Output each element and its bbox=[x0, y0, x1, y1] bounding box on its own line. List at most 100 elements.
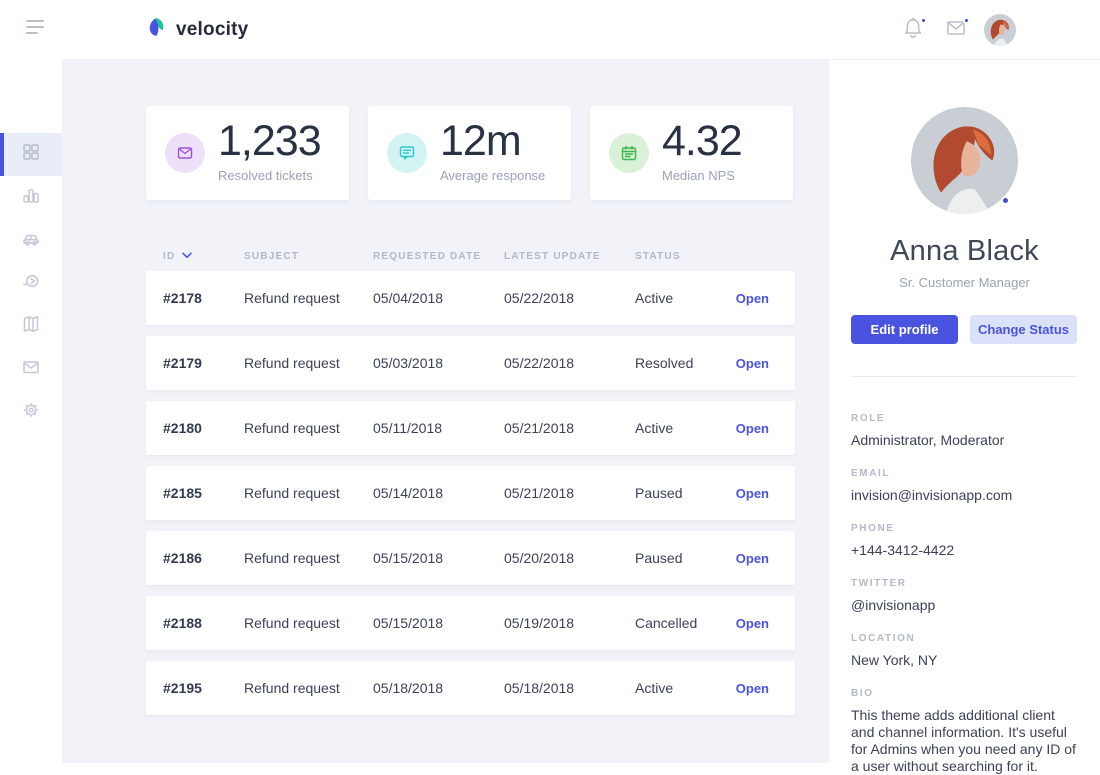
detail-location: LOCATION New York, NY bbox=[851, 633, 938, 668]
detail-role: ROLE Administrator, Moderator bbox=[851, 413, 1005, 448]
column-header-requested-date[interactable]: REQUESTED DATE bbox=[373, 250, 482, 262]
ticket-subject: Refund request bbox=[244, 290, 340, 306]
table-row: #2188 Refund request 05/15/2018 05/19/20… bbox=[146, 596, 795, 650]
ticket-subject: Refund request bbox=[244, 420, 340, 436]
messages-button[interactable] bbox=[941, 15, 971, 45]
stat-label: Resolved tickets bbox=[218, 168, 313, 183]
table-row: #2180 Refund request 05/11/2018 05/21/20… bbox=[146, 401, 795, 455]
profile-title: Sr. Customer Manager bbox=[899, 275, 1030, 290]
brand-name: velocity bbox=[176, 18, 249, 40]
ticket-status: Resolved bbox=[635, 355, 694, 371]
ticket-latest-update: 05/21/2018 bbox=[504, 485, 575, 501]
gear-icon bbox=[21, 400, 41, 425]
envelope-icon bbox=[21, 357, 41, 382]
app-header: velocity bbox=[0, 0, 1100, 60]
ticket-requested-date: 05/14/2018 bbox=[373, 485, 444, 501]
open-ticket-link[interactable]: Open bbox=[735, 355, 769, 371]
ticket-latest-update: 05/22/2018 bbox=[504, 355, 575, 371]
ticket-subject: Refund request bbox=[244, 680, 340, 696]
compass-icon bbox=[21, 271, 41, 296]
ticket-status: Cancelled bbox=[635, 615, 698, 631]
ticket-latest-update: 05/21/2018 bbox=[504, 420, 575, 436]
column-header-subject[interactable]: SUBJECT bbox=[244, 250, 300, 262]
open-ticket-link[interactable]: Open bbox=[735, 420, 769, 436]
stat-label: Median NPS bbox=[662, 168, 735, 183]
online-status-dot bbox=[1001, 196, 1010, 205]
ticket-id: #2185 bbox=[163, 485, 202, 501]
change-status-button[interactable]: Change Status bbox=[970, 315, 1077, 344]
ticket-status: Active bbox=[635, 290, 674, 306]
ticket-requested-date: 05/15/2018 bbox=[373, 615, 444, 631]
sidebar-nav bbox=[0, 133, 62, 434]
stat-cards: 1,233 Resolved tickets 12m Average respo… bbox=[146, 106, 793, 200]
tickets-table: ID SUBJECT REQUESTED DATE LATEST UPDATE … bbox=[146, 250, 795, 726]
open-ticket-link[interactable]: Open bbox=[735, 615, 769, 631]
stat-value: 1,233 bbox=[218, 117, 322, 165]
profile-divider bbox=[851, 376, 1077, 377]
detail-bio: BIO This theme adds additional client an… bbox=[851, 688, 1076, 774]
grid-icon bbox=[21, 142, 41, 167]
table-row: #2195 Refund request 05/18/2018 05/18/20… bbox=[146, 661, 795, 715]
ticket-id: #2186 bbox=[163, 550, 202, 566]
map-icon bbox=[21, 314, 41, 339]
sidebar-item-navigation[interactable] bbox=[0, 262, 62, 305]
message-dot bbox=[963, 17, 970, 24]
open-ticket-link[interactable]: Open bbox=[735, 680, 769, 696]
ticket-latest-update: 05/18/2018 bbox=[504, 680, 575, 696]
detail-twitter: TWITTER @invisionapp bbox=[851, 578, 936, 613]
table-row: #2178 Refund request 05/04/2018 05/22/20… bbox=[146, 271, 795, 325]
detail-phone: PHONE +144-3412-4422 bbox=[851, 523, 955, 558]
table-header: ID SUBJECT REQUESTED DATE LATEST UPDATE … bbox=[146, 250, 795, 262]
brand-logo: velocity bbox=[145, 15, 248, 44]
main-content: 1,233 Resolved tickets 12m Average respo… bbox=[62, 60, 829, 763]
open-ticket-link[interactable]: Open bbox=[735, 550, 769, 566]
stat-card-average-response: 12m Average response bbox=[368, 106, 571, 200]
menu-icon[interactable] bbox=[26, 20, 44, 34]
ticket-requested-date: 05/04/2018 bbox=[373, 290, 444, 306]
table-row: #2185 Refund request 05/14/2018 05/21/20… bbox=[146, 466, 795, 520]
profile-name: Anna Black bbox=[890, 235, 1039, 267]
stat-card-resolved-tickets: 1,233 Resolved tickets bbox=[146, 106, 349, 200]
mail-icon bbox=[943, 15, 969, 46]
ticket-id: #2188 bbox=[163, 615, 202, 631]
open-ticket-link[interactable]: Open bbox=[735, 290, 769, 306]
ticket-latest-update: 05/22/2018 bbox=[504, 290, 575, 306]
ticket-requested-date: 05/15/2018 bbox=[373, 550, 444, 566]
chat-bubble-icon bbox=[387, 133, 427, 173]
sidebar-item-vehicles[interactable] bbox=[0, 219, 62, 262]
sidebar-item-settings[interactable] bbox=[0, 391, 62, 434]
header-avatar[interactable] bbox=[984, 14, 1016, 46]
ticket-requested-date: 05/11/2018 bbox=[373, 420, 443, 436]
ticket-status: Active bbox=[635, 420, 674, 436]
stat-value: 12m bbox=[440, 117, 522, 165]
edit-profile-button[interactable]: Edit profile bbox=[851, 315, 958, 344]
column-header-status[interactable]: STATUS bbox=[635, 250, 681, 262]
stat-label: Average response bbox=[440, 168, 546, 183]
ticket-requested-date: 05/03/2018 bbox=[373, 355, 444, 371]
calendar-icon bbox=[609, 133, 649, 173]
ticket-subject: Refund request bbox=[244, 615, 340, 631]
detail-email: EMAIL invision@invisionapp.com bbox=[851, 468, 1013, 503]
chevron-down-icon bbox=[182, 251, 193, 262]
profile-panel: Anna Black Sr. Customer Manager Edit pro… bbox=[829, 60, 1100, 774]
stat-value: 4.32 bbox=[662, 117, 743, 165]
sidebar-item-inbox[interactable] bbox=[0, 348, 62, 391]
sidebar-item-map[interactable] bbox=[0, 305, 62, 348]
ticket-subject: Refund request bbox=[244, 355, 340, 371]
sidebar-item-dashboard[interactable] bbox=[0, 133, 62, 176]
column-header-id[interactable]: ID bbox=[163, 251, 244, 262]
bell-icon bbox=[900, 15, 926, 46]
column-header-latest-update[interactable]: LATEST UPDATE bbox=[504, 250, 601, 262]
ticket-status: Paused bbox=[635, 485, 683, 501]
ticket-id: #2180 bbox=[163, 420, 202, 436]
ticket-subject: Refund request bbox=[244, 550, 340, 566]
left-sidebar bbox=[0, 0, 62, 770]
envelope-stat-icon bbox=[165, 133, 205, 173]
stat-card-median-nps: 4.32 Median NPS bbox=[590, 106, 793, 200]
ticket-id: #2179 bbox=[163, 355, 202, 371]
bar-chart-icon bbox=[21, 185, 41, 210]
sidebar-item-analytics[interactable] bbox=[0, 176, 62, 219]
ticket-status: Paused bbox=[635, 550, 683, 566]
notifications-button[interactable] bbox=[898, 15, 928, 45]
open-ticket-link[interactable]: Open bbox=[735, 485, 769, 501]
